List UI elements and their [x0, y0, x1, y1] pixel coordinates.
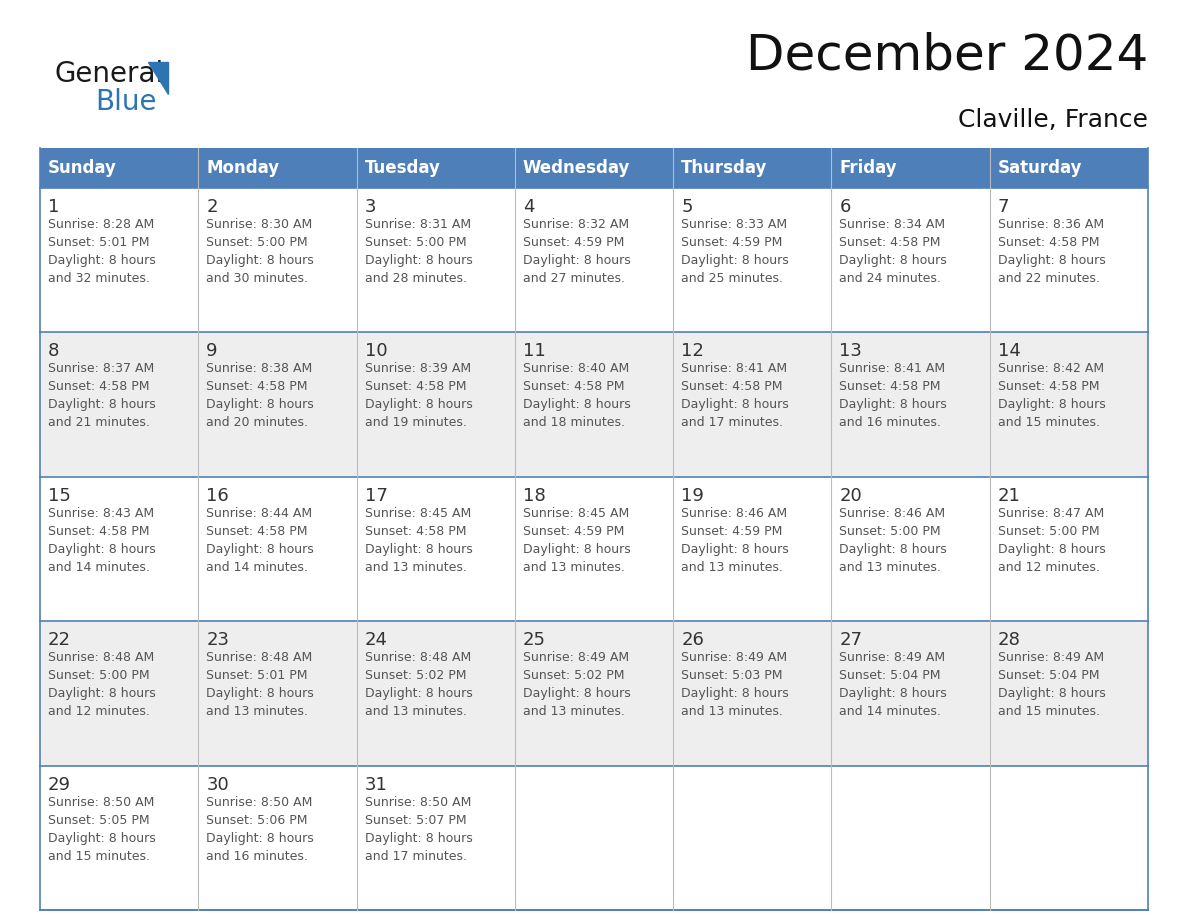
Text: Sunrise: 8:34 AM
Sunset: 4:58 PM
Daylight: 8 hours
and 24 minutes.: Sunrise: 8:34 AM Sunset: 4:58 PM Dayligh…: [840, 218, 947, 285]
Text: Blue: Blue: [95, 88, 157, 116]
Text: 20: 20: [840, 487, 862, 505]
Text: 26: 26: [681, 632, 704, 649]
Text: Thursday: Thursday: [681, 159, 767, 177]
Text: Sunrise: 8:46 AM
Sunset: 4:59 PM
Daylight: 8 hours
and 13 minutes.: Sunrise: 8:46 AM Sunset: 4:59 PM Dayligh…: [681, 507, 789, 574]
Text: Sunrise: 8:36 AM
Sunset: 4:58 PM
Daylight: 8 hours
and 22 minutes.: Sunrise: 8:36 AM Sunset: 4:58 PM Dayligh…: [998, 218, 1106, 285]
Text: 31: 31: [365, 776, 387, 793]
Text: 11: 11: [523, 342, 545, 361]
Polygon shape: [148, 62, 168, 94]
Text: General: General: [55, 60, 164, 88]
Text: 7: 7: [998, 198, 1010, 216]
Text: 1: 1: [48, 198, 59, 216]
Text: Sunrise: 8:38 AM
Sunset: 4:58 PM
Daylight: 8 hours
and 20 minutes.: Sunrise: 8:38 AM Sunset: 4:58 PM Dayligh…: [207, 363, 314, 430]
Text: Monday: Monday: [207, 159, 279, 177]
Text: Sunrise: 8:48 AM
Sunset: 5:00 PM
Daylight: 8 hours
and 12 minutes.: Sunrise: 8:48 AM Sunset: 5:00 PM Dayligh…: [48, 651, 156, 718]
Text: 21: 21: [998, 487, 1020, 505]
Text: Claville, France: Claville, France: [958, 108, 1148, 132]
Text: 13: 13: [840, 342, 862, 361]
Text: Saturday: Saturday: [998, 159, 1082, 177]
Text: 10: 10: [365, 342, 387, 361]
Text: Sunrise: 8:44 AM
Sunset: 4:58 PM
Daylight: 8 hours
and 14 minutes.: Sunrise: 8:44 AM Sunset: 4:58 PM Dayligh…: [207, 507, 314, 574]
Text: Sunrise: 8:45 AM
Sunset: 4:58 PM
Daylight: 8 hours
and 13 minutes.: Sunrise: 8:45 AM Sunset: 4:58 PM Dayligh…: [365, 507, 473, 574]
Text: Sunrise: 8:42 AM
Sunset: 4:58 PM
Daylight: 8 hours
and 15 minutes.: Sunrise: 8:42 AM Sunset: 4:58 PM Dayligh…: [998, 363, 1106, 430]
Bar: [40, 476, 1148, 621]
Text: Sunrise: 8:39 AM
Sunset: 4:58 PM
Daylight: 8 hours
and 19 minutes.: Sunrise: 8:39 AM Sunset: 4:58 PM Dayligh…: [365, 363, 473, 430]
Text: Sunrise: 8:41 AM
Sunset: 4:58 PM
Daylight: 8 hours
and 17 minutes.: Sunrise: 8:41 AM Sunset: 4:58 PM Dayligh…: [681, 363, 789, 430]
Text: Friday: Friday: [840, 159, 897, 177]
Text: Sunrise: 8:47 AM
Sunset: 5:00 PM
Daylight: 8 hours
and 12 minutes.: Sunrise: 8:47 AM Sunset: 5:00 PM Dayligh…: [998, 507, 1106, 574]
Text: Sunrise: 8:32 AM
Sunset: 4:59 PM
Daylight: 8 hours
and 27 minutes.: Sunrise: 8:32 AM Sunset: 4:59 PM Dayligh…: [523, 218, 631, 285]
Text: 22: 22: [48, 632, 71, 649]
Text: December 2024: December 2024: [746, 32, 1148, 80]
Text: Sunrise: 8:46 AM
Sunset: 5:00 PM
Daylight: 8 hours
and 13 minutes.: Sunrise: 8:46 AM Sunset: 5:00 PM Dayligh…: [840, 507, 947, 574]
Text: Tuesday: Tuesday: [365, 159, 441, 177]
Text: Sunrise: 8:48 AM
Sunset: 5:01 PM
Daylight: 8 hours
and 13 minutes.: Sunrise: 8:48 AM Sunset: 5:01 PM Dayligh…: [207, 651, 314, 718]
Text: Sunrise: 8:40 AM
Sunset: 4:58 PM
Daylight: 8 hours
and 18 minutes.: Sunrise: 8:40 AM Sunset: 4:58 PM Dayligh…: [523, 363, 631, 430]
Bar: [40, 766, 1148, 910]
Text: Sunrise: 8:30 AM
Sunset: 5:00 PM
Daylight: 8 hours
and 30 minutes.: Sunrise: 8:30 AM Sunset: 5:00 PM Dayligh…: [207, 218, 314, 285]
Text: 17: 17: [365, 487, 387, 505]
Text: 12: 12: [681, 342, 704, 361]
Text: 30: 30: [207, 776, 229, 793]
Text: 16: 16: [207, 487, 229, 505]
Text: Sunrise: 8:50 AM
Sunset: 5:05 PM
Daylight: 8 hours
and 15 minutes.: Sunrise: 8:50 AM Sunset: 5:05 PM Dayligh…: [48, 796, 156, 863]
Text: Sunrise: 8:49 AM
Sunset: 5:03 PM
Daylight: 8 hours
and 13 minutes.: Sunrise: 8:49 AM Sunset: 5:03 PM Dayligh…: [681, 651, 789, 718]
Text: 5: 5: [681, 198, 693, 216]
Text: 9: 9: [207, 342, 217, 361]
Text: Sunrise: 8:28 AM
Sunset: 5:01 PM
Daylight: 8 hours
and 32 minutes.: Sunrise: 8:28 AM Sunset: 5:01 PM Dayligh…: [48, 218, 156, 285]
Text: 28: 28: [998, 632, 1020, 649]
Text: Sunrise: 8:31 AM
Sunset: 5:00 PM
Daylight: 8 hours
and 28 minutes.: Sunrise: 8:31 AM Sunset: 5:00 PM Dayligh…: [365, 218, 473, 285]
Text: 18: 18: [523, 487, 545, 505]
Text: 6: 6: [840, 198, 851, 216]
Text: 19: 19: [681, 487, 704, 505]
Text: Sunrise: 8:49 AM
Sunset: 5:02 PM
Daylight: 8 hours
and 13 minutes.: Sunrise: 8:49 AM Sunset: 5:02 PM Dayligh…: [523, 651, 631, 718]
Text: Wednesday: Wednesday: [523, 159, 630, 177]
Text: 25: 25: [523, 632, 545, 649]
Text: 14: 14: [998, 342, 1020, 361]
Text: 2: 2: [207, 198, 217, 216]
Text: 8: 8: [48, 342, 59, 361]
Text: Sunrise: 8:49 AM
Sunset: 5:04 PM
Daylight: 8 hours
and 15 minutes.: Sunrise: 8:49 AM Sunset: 5:04 PM Dayligh…: [998, 651, 1106, 718]
Text: Sunrise: 8:50 AM
Sunset: 5:07 PM
Daylight: 8 hours
and 17 minutes.: Sunrise: 8:50 AM Sunset: 5:07 PM Dayligh…: [365, 796, 473, 863]
Text: Sunrise: 8:37 AM
Sunset: 4:58 PM
Daylight: 8 hours
and 21 minutes.: Sunrise: 8:37 AM Sunset: 4:58 PM Dayligh…: [48, 363, 156, 430]
Text: 29: 29: [48, 776, 71, 793]
Bar: [40, 188, 1148, 332]
Text: Sunrise: 8:45 AM
Sunset: 4:59 PM
Daylight: 8 hours
and 13 minutes.: Sunrise: 8:45 AM Sunset: 4:59 PM Dayligh…: [523, 507, 631, 574]
Text: Sunrise: 8:49 AM
Sunset: 5:04 PM
Daylight: 8 hours
and 14 minutes.: Sunrise: 8:49 AM Sunset: 5:04 PM Dayligh…: [840, 651, 947, 718]
Text: Sunrise: 8:48 AM
Sunset: 5:02 PM
Daylight: 8 hours
and 13 minutes.: Sunrise: 8:48 AM Sunset: 5:02 PM Dayligh…: [365, 651, 473, 718]
Text: Sunrise: 8:43 AM
Sunset: 4:58 PM
Daylight: 8 hours
and 14 minutes.: Sunrise: 8:43 AM Sunset: 4:58 PM Dayligh…: [48, 507, 156, 574]
Bar: [40, 148, 1148, 188]
Text: Sunrise: 8:33 AM
Sunset: 4:59 PM
Daylight: 8 hours
and 25 minutes.: Sunrise: 8:33 AM Sunset: 4:59 PM Dayligh…: [681, 218, 789, 285]
Bar: [40, 332, 1148, 476]
Text: 24: 24: [365, 632, 387, 649]
Text: 27: 27: [840, 632, 862, 649]
Text: Sunday: Sunday: [48, 159, 116, 177]
Text: 3: 3: [365, 198, 377, 216]
Text: 15: 15: [48, 487, 71, 505]
Text: 4: 4: [523, 198, 535, 216]
Text: 23: 23: [207, 632, 229, 649]
Text: Sunrise: 8:50 AM
Sunset: 5:06 PM
Daylight: 8 hours
and 16 minutes.: Sunrise: 8:50 AM Sunset: 5:06 PM Dayligh…: [207, 796, 314, 863]
Bar: [40, 621, 1148, 766]
Text: Sunrise: 8:41 AM
Sunset: 4:58 PM
Daylight: 8 hours
and 16 minutes.: Sunrise: 8:41 AM Sunset: 4:58 PM Dayligh…: [840, 363, 947, 430]
